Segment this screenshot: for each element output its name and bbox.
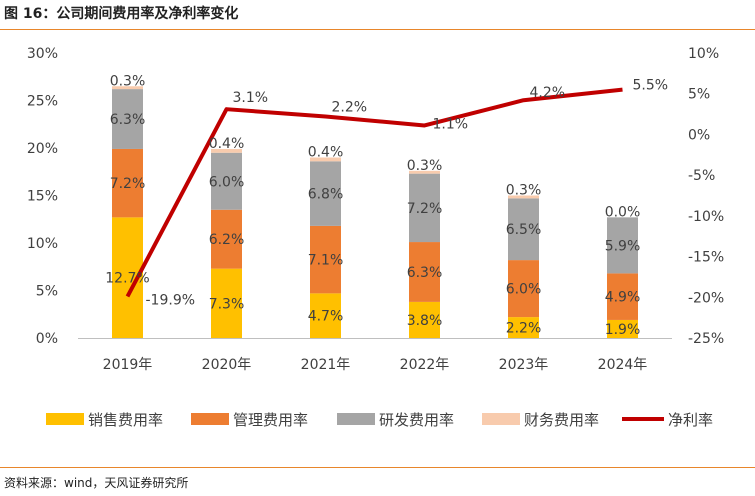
bar-segment-admin: [508, 260, 539, 318]
bar-segment-rd: [211, 152, 242, 210]
source-note: 资料来源：wind，天风证券研究所: [4, 476, 189, 490]
legend-label: 研发费用率: [379, 411, 454, 429]
bar-data-label: 4.7%: [308, 309, 344, 325]
data-labels: 12.7% 7.2% 6.3% 0.3% 7.3% 6.2% 6.0% 0.4% 4.7% 7.1…: [105, 73, 668, 338]
bar-data-label: 6.2%: [209, 232, 245, 248]
x-tick-label: 2021年: [301, 357, 351, 373]
bar-segment-rd: [409, 173, 440, 243]
bar-segment-finance: [508, 195, 539, 199]
stacked-bars: [112, 86, 638, 338]
net-margin-line-layer: [125, 87, 623, 298]
bar-data-label: 0.0%: [605, 204, 641, 220]
bar-data-label: 6.0%: [209, 174, 245, 190]
legend-swatch-admin: [191, 413, 229, 425]
right-y-tick-label: -15%: [688, 250, 724, 266]
left-y-tick-label: 15%: [27, 189, 58, 205]
bar-data-label: 6.3%: [110, 112, 146, 128]
bar-segment-finance: [310, 157, 341, 162]
x-tick-label: 2022年: [400, 357, 450, 373]
bar-segment-sales: [607, 319, 638, 338]
figure-title: 图 16：公司期间费用率及净利率变化: [4, 6, 239, 22]
right-y-tick-label: 10%: [688, 46, 719, 62]
bar-data-label: 12.7%: [105, 271, 149, 287]
bar-segment-finance: [112, 86, 143, 90]
right-y-tick-label: 5%: [688, 87, 710, 103]
legend-swatch-sales: [46, 413, 84, 425]
left-y-tick-label: 20%: [27, 141, 58, 157]
bar-data-label: 3.8%: [407, 313, 443, 329]
bar-data-label: 6.0%: [506, 282, 542, 298]
bar-segment-finance: [409, 170, 440, 174]
bar-data-label: 0.4%: [209, 136, 245, 152]
x-tick-label: 2023年: [499, 357, 549, 373]
bar-data-label: 7.2%: [110, 176, 146, 192]
line-data-label: 1.1%: [433, 116, 469, 132]
right-y-tick-label: -20%: [688, 290, 724, 306]
bar-segment-rd: [112, 89, 143, 149]
bar-data-label: 0.3%: [506, 183, 542, 199]
x-tick-label: 2020年: [202, 357, 252, 373]
right-y-tick-label: -10%: [688, 209, 724, 225]
line-data-label: 5.5%: [633, 78, 669, 94]
legend-label: 销售费用率: [88, 411, 163, 429]
bar-data-label: 6.3%: [407, 265, 443, 281]
left-y-tick-label: 5%: [36, 284, 58, 300]
right-y-tick-label: -5%: [688, 168, 715, 184]
bar-segment-sales: [310, 293, 341, 338]
bar-segment-admin: [409, 242, 440, 302]
bar-data-label: 6.8%: [308, 187, 344, 203]
x-axis: 2019年 2020年 2021年 2022年 2023年 2024年: [78, 338, 672, 373]
legend-swatch-finance: [482, 413, 520, 425]
bottom-divider: [0, 467, 755, 468]
line-data-label: 2.2%: [332, 100, 368, 116]
bar-data-label: 0.3%: [110, 73, 146, 89]
bar-segment-finance: [211, 148, 242, 153]
bar-data-label: 7.3%: [209, 296, 245, 312]
line-data-label: 4.2%: [530, 85, 566, 101]
x-tick-label: 2019年: [103, 357, 153, 373]
bar-segment-sales: [211, 268, 242, 338]
bar-data-label: 0.3%: [407, 158, 443, 174]
bar-data-label: 7.1%: [308, 253, 344, 269]
bar-segment-sales: [508, 317, 539, 338]
bar-segment-admin: [112, 148, 143, 218]
left-y-axis: 0% 5% 10% 15% 20% 25% 30%: [27, 46, 58, 347]
bar-segment-sales: [409, 301, 440, 338]
left-y-tick-label: 10%: [27, 236, 58, 252]
legend-label: 净利率: [668, 411, 713, 429]
legend-label: 管理费用率: [233, 411, 308, 429]
bar-segment-admin: [607, 273, 638, 320]
left-y-tick-label: 0%: [36, 331, 58, 347]
net-margin-line: [125, 87, 623, 298]
bar-segment-admin: [211, 209, 242, 269]
left-y-tick-label: 30%: [27, 46, 58, 62]
bar-data-label: 6.5%: [506, 222, 542, 238]
legend: 销售费用率 管理费用率 研发费用率 财务费用率 净利率: [46, 411, 713, 429]
top-divider: [0, 29, 755, 30]
line-data-label: 3.1%: [233, 90, 269, 106]
bar-data-label: 7.2%: [407, 201, 443, 217]
right-y-tick-label: 0%: [688, 127, 710, 143]
bar-segment-rd: [607, 217, 638, 274]
legend-label: 财务费用率: [524, 411, 599, 429]
bar-data-label: 4.9%: [605, 290, 641, 306]
right-y-axis: -25% -20% -15% -10% -5% 0% 5% 10%: [688, 46, 724, 347]
bar-segment-rd: [310, 161, 341, 226]
bar-segment-admin: [310, 225, 341, 294]
bar-data-label: 2.2%: [506, 321, 542, 337]
x-tick-label: 2024年: [598, 357, 648, 373]
bar-data-label: 5.9%: [605, 238, 641, 254]
right-y-tick-label: -25%: [688, 331, 724, 347]
line-data-label: -19.9%: [146, 292, 196, 308]
bar-data-label: 0.4%: [308, 145, 344, 161]
bar-data-label: 1.9%: [605, 322, 641, 338]
bar-segment-rd: [508, 198, 539, 261]
left-y-tick-label: 25%: [27, 94, 58, 110]
legend-swatch-rd: [337, 413, 375, 425]
